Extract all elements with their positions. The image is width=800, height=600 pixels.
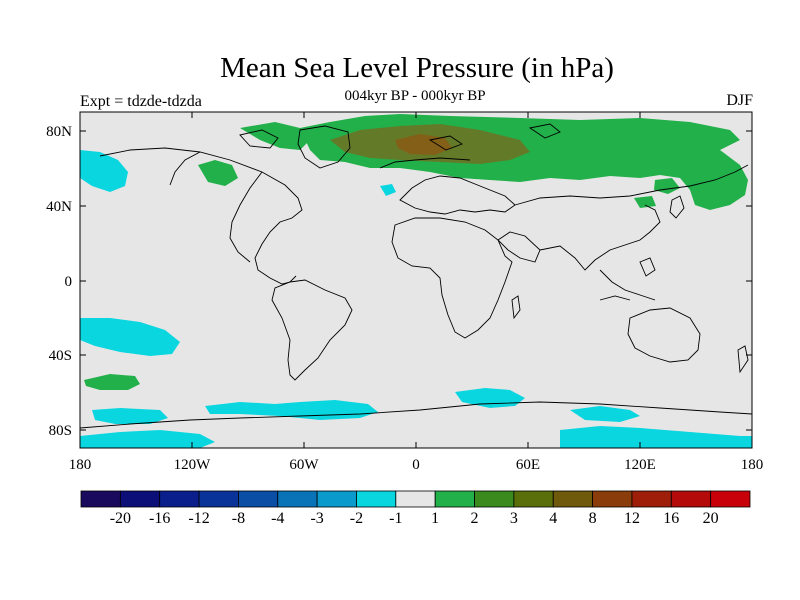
negative-anomaly-north-pacific <box>80 150 128 192</box>
colorbar-swatch <box>592 490 633 508</box>
season-label: DJF <box>726 92 753 109</box>
x-tick-label: 60W <box>289 457 319 473</box>
colorbar-label: 12 <box>624 510 640 527</box>
colorbar-swatch <box>198 490 239 508</box>
coastlines <box>80 123 752 429</box>
colorbar-swatch <box>238 490 279 508</box>
colorbar-swatch <box>631 490 672 508</box>
colorbar-label: 8 <box>589 510 597 527</box>
colorbar-swatch <box>159 490 200 508</box>
x-tick-label: 120W <box>174 457 212 473</box>
colorbar-swatch <box>316 490 357 508</box>
colorbar-label: 4 <box>549 510 557 527</box>
y-tick-label: 40S <box>49 348 72 364</box>
colorbar-swatch <box>670 490 712 508</box>
colorbar-swatch <box>552 490 593 508</box>
map-title: Mean Sea Level Pressure (in hPa) <box>220 52 614 84</box>
negative-anomaly-southern-ocean-d <box>570 406 640 422</box>
y-tick-label: 40N <box>46 199 72 215</box>
colorbar-swatch <box>434 490 475 508</box>
experiment-label: Expt = tdzde-tdzda <box>80 93 202 110</box>
colorbar-label: -1 <box>389 510 402 527</box>
colorbar-swatch <box>356 490 397 508</box>
x-tick-label: 120E <box>624 457 656 473</box>
x-tick-label: 0 <box>412 457 420 473</box>
negative-anomaly-south-pacific <box>80 318 180 356</box>
x-tick-label: 180 <box>741 457 764 473</box>
positive-anomaly-brown <box>395 134 452 155</box>
colorbar-swatch <box>474 490 515 508</box>
y-axis <box>80 130 752 431</box>
colorbar-swatch <box>710 490 751 508</box>
colorbar-label: -2 <box>350 510 363 527</box>
colorbar-label: -12 <box>188 510 209 527</box>
colorbar-label: -3 <box>310 510 323 527</box>
y-tick-label: 80S <box>49 423 72 439</box>
positive-anomaly-south-pacific <box>84 374 140 390</box>
colorbar-label: 16 <box>663 510 679 527</box>
colorbar-label: 3 <box>510 510 518 527</box>
colorbar-label: -16 <box>149 510 170 527</box>
colorbar-swatch <box>119 490 161 508</box>
colorbar-label: 20 <box>703 510 719 527</box>
colorbar-label: 2 <box>471 510 479 527</box>
negative-anomaly-antarctic-a <box>80 430 215 448</box>
x-tick-label: 60E <box>516 457 540 473</box>
x-tick-label: 180 <box>69 457 92 473</box>
positive-anomaly-pacific-west <box>634 196 656 208</box>
x-axis <box>79 112 753 448</box>
colorbar-label: -20 <box>110 510 131 527</box>
colorbar-label: -8 <box>232 510 245 527</box>
colorbar: -20 -16 -12 -8 -4 -3 -2 -1 1 2 3 4 8 12 16 20 <box>80 490 751 527</box>
colorbar-swatch <box>395 490 436 508</box>
colorbar-label: -4 <box>271 510 284 527</box>
colorbar-swatch <box>80 490 121 508</box>
y-tick-label: 0 <box>65 274 73 290</box>
negative-anomaly-southern-ocean-a <box>92 408 168 424</box>
map-subtitle: 004kyr BP - 000kyr BP <box>344 88 486 104</box>
colorbar-label: 1 <box>431 510 439 527</box>
positive-anomaly-canada <box>198 160 238 186</box>
negative-anomaly-antarctic-b <box>560 426 752 448</box>
colorbar-swatch <box>513 490 554 508</box>
colorbar-swatch <box>277 490 318 508</box>
y-tick-label: 80N <box>46 124 72 140</box>
negative-anomaly-north-atlantic <box>380 184 396 196</box>
